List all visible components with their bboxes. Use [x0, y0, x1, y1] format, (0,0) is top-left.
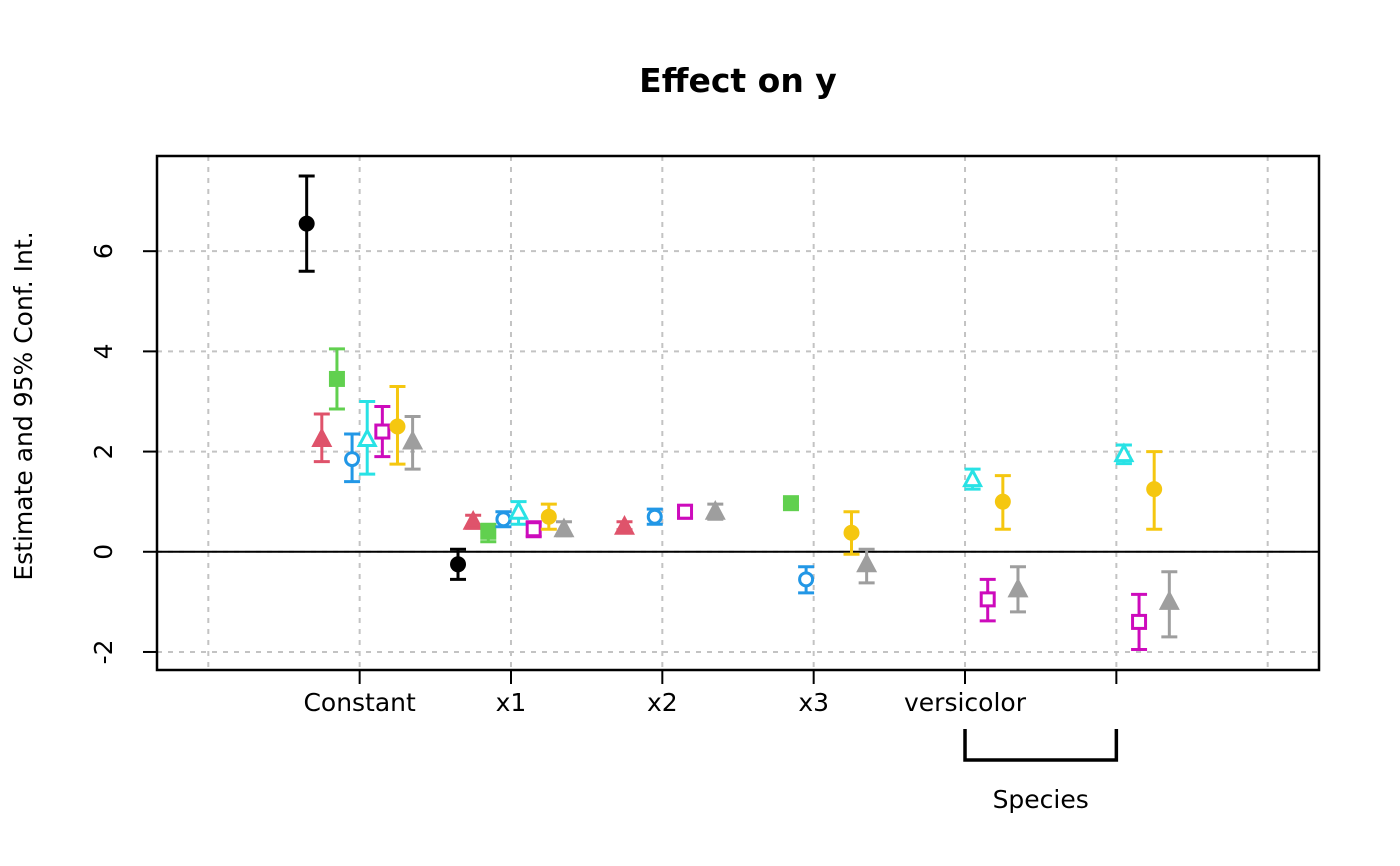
data-point [298, 174, 315, 273]
data-point [962, 467, 984, 491]
marker-triangle [356, 427, 378, 448]
marker-circle [495, 511, 512, 528]
data-point [1158, 570, 1180, 639]
plot-frame [155, 154, 1321, 672]
marker-triangle [704, 500, 726, 520]
data-point [843, 510, 860, 556]
data-point [1146, 450, 1163, 531]
data-point [1131, 592, 1148, 651]
data-point [311, 412, 333, 464]
data-point [704, 500, 726, 521]
marker-circle [450, 556, 467, 573]
x-tick-label: Constant [303, 688, 416, 717]
x-tick-label: x3 [798, 688, 829, 717]
marker-triangle [1007, 577, 1029, 598]
marker-circle [1146, 481, 1163, 498]
data-point [328, 347, 345, 411]
data-point [540, 502, 557, 531]
data-point [525, 520, 542, 539]
marker-triangle [962, 467, 984, 488]
data-point [979, 577, 996, 623]
marker-circle [994, 493, 1011, 510]
data-point [356, 399, 378, 476]
marker-triangle [462, 510, 484, 530]
marker-triangle [856, 552, 878, 573]
series-model-7 [389, 384, 1163, 556]
data-point [344, 432, 361, 484]
data-point [798, 565, 815, 595]
x-tick-label: x2 [647, 688, 678, 717]
data-point [646, 507, 663, 526]
bracket-label: Species [993, 785, 1089, 814]
marker-square [374, 423, 391, 440]
series-model-5 [356, 399, 1135, 526]
data-point [462, 510, 484, 530]
series-model-2 [311, 412, 635, 535]
y-tick-label: 0 [89, 544, 118, 560]
marker-square [677, 503, 694, 520]
y-tick-label: 6 [89, 243, 118, 259]
data-point [1113, 442, 1135, 466]
data-point [1007, 565, 1029, 614]
marker-circle [389, 418, 406, 435]
marker-square [480, 523, 497, 540]
series-model-4 [344, 432, 815, 595]
marker-square [979, 591, 996, 608]
data-point [402, 415, 424, 471]
data-point [782, 495, 799, 512]
marker-circle [646, 508, 663, 525]
data-point [480, 522, 497, 544]
data-point [374, 404, 391, 459]
y-tick-label: -2 [89, 639, 118, 664]
series-model-6 [374, 404, 1148, 651]
data-point [508, 500, 530, 526]
data-point [994, 474, 1011, 531]
marker-circle [843, 524, 860, 541]
data-point [677, 503, 694, 520]
marker-square [328, 370, 345, 387]
y-tick-label: 4 [89, 343, 118, 359]
marker-circle [298, 215, 315, 232]
marker-triangle [508, 500, 530, 520]
data-point [613, 515, 635, 535]
marker-triangle [613, 515, 635, 535]
marker-triangle [1113, 442, 1135, 463]
y-axis-label: Estimate and 95% Conf. Int. [9, 231, 38, 580]
x-tick-label: versicolor [904, 688, 1027, 717]
marker-circle [344, 451, 361, 468]
x-tick-label: x1 [496, 688, 527, 717]
plot-area: -2 0 2 4 6 Constant x1 x2 x3 versicolor Species [89, 154, 1321, 814]
marker-triangle [1158, 590, 1180, 610]
marker-triangle [402, 429, 424, 450]
marker-square [782, 495, 799, 512]
chart-title: Effect on y [639, 61, 837, 100]
marker-circle [540, 508, 557, 525]
species-bracket [963, 729, 1119, 762]
data-point [495, 510, 512, 529]
marker-circle [798, 571, 815, 588]
marker-square [1131, 613, 1148, 630]
marker-triangle [311, 427, 333, 448]
series-model-1 [298, 174, 467, 581]
y-tick-label: 2 [89, 444, 118, 460]
marker-square [525, 521, 542, 538]
data-point [450, 547, 467, 581]
data-point [553, 517, 575, 538]
marker-triangle [553, 517, 575, 538]
series-model-3 [328, 347, 799, 544]
data-point [389, 384, 406, 466]
data-point [856, 547, 878, 585]
series-model-8 [402, 415, 1180, 639]
